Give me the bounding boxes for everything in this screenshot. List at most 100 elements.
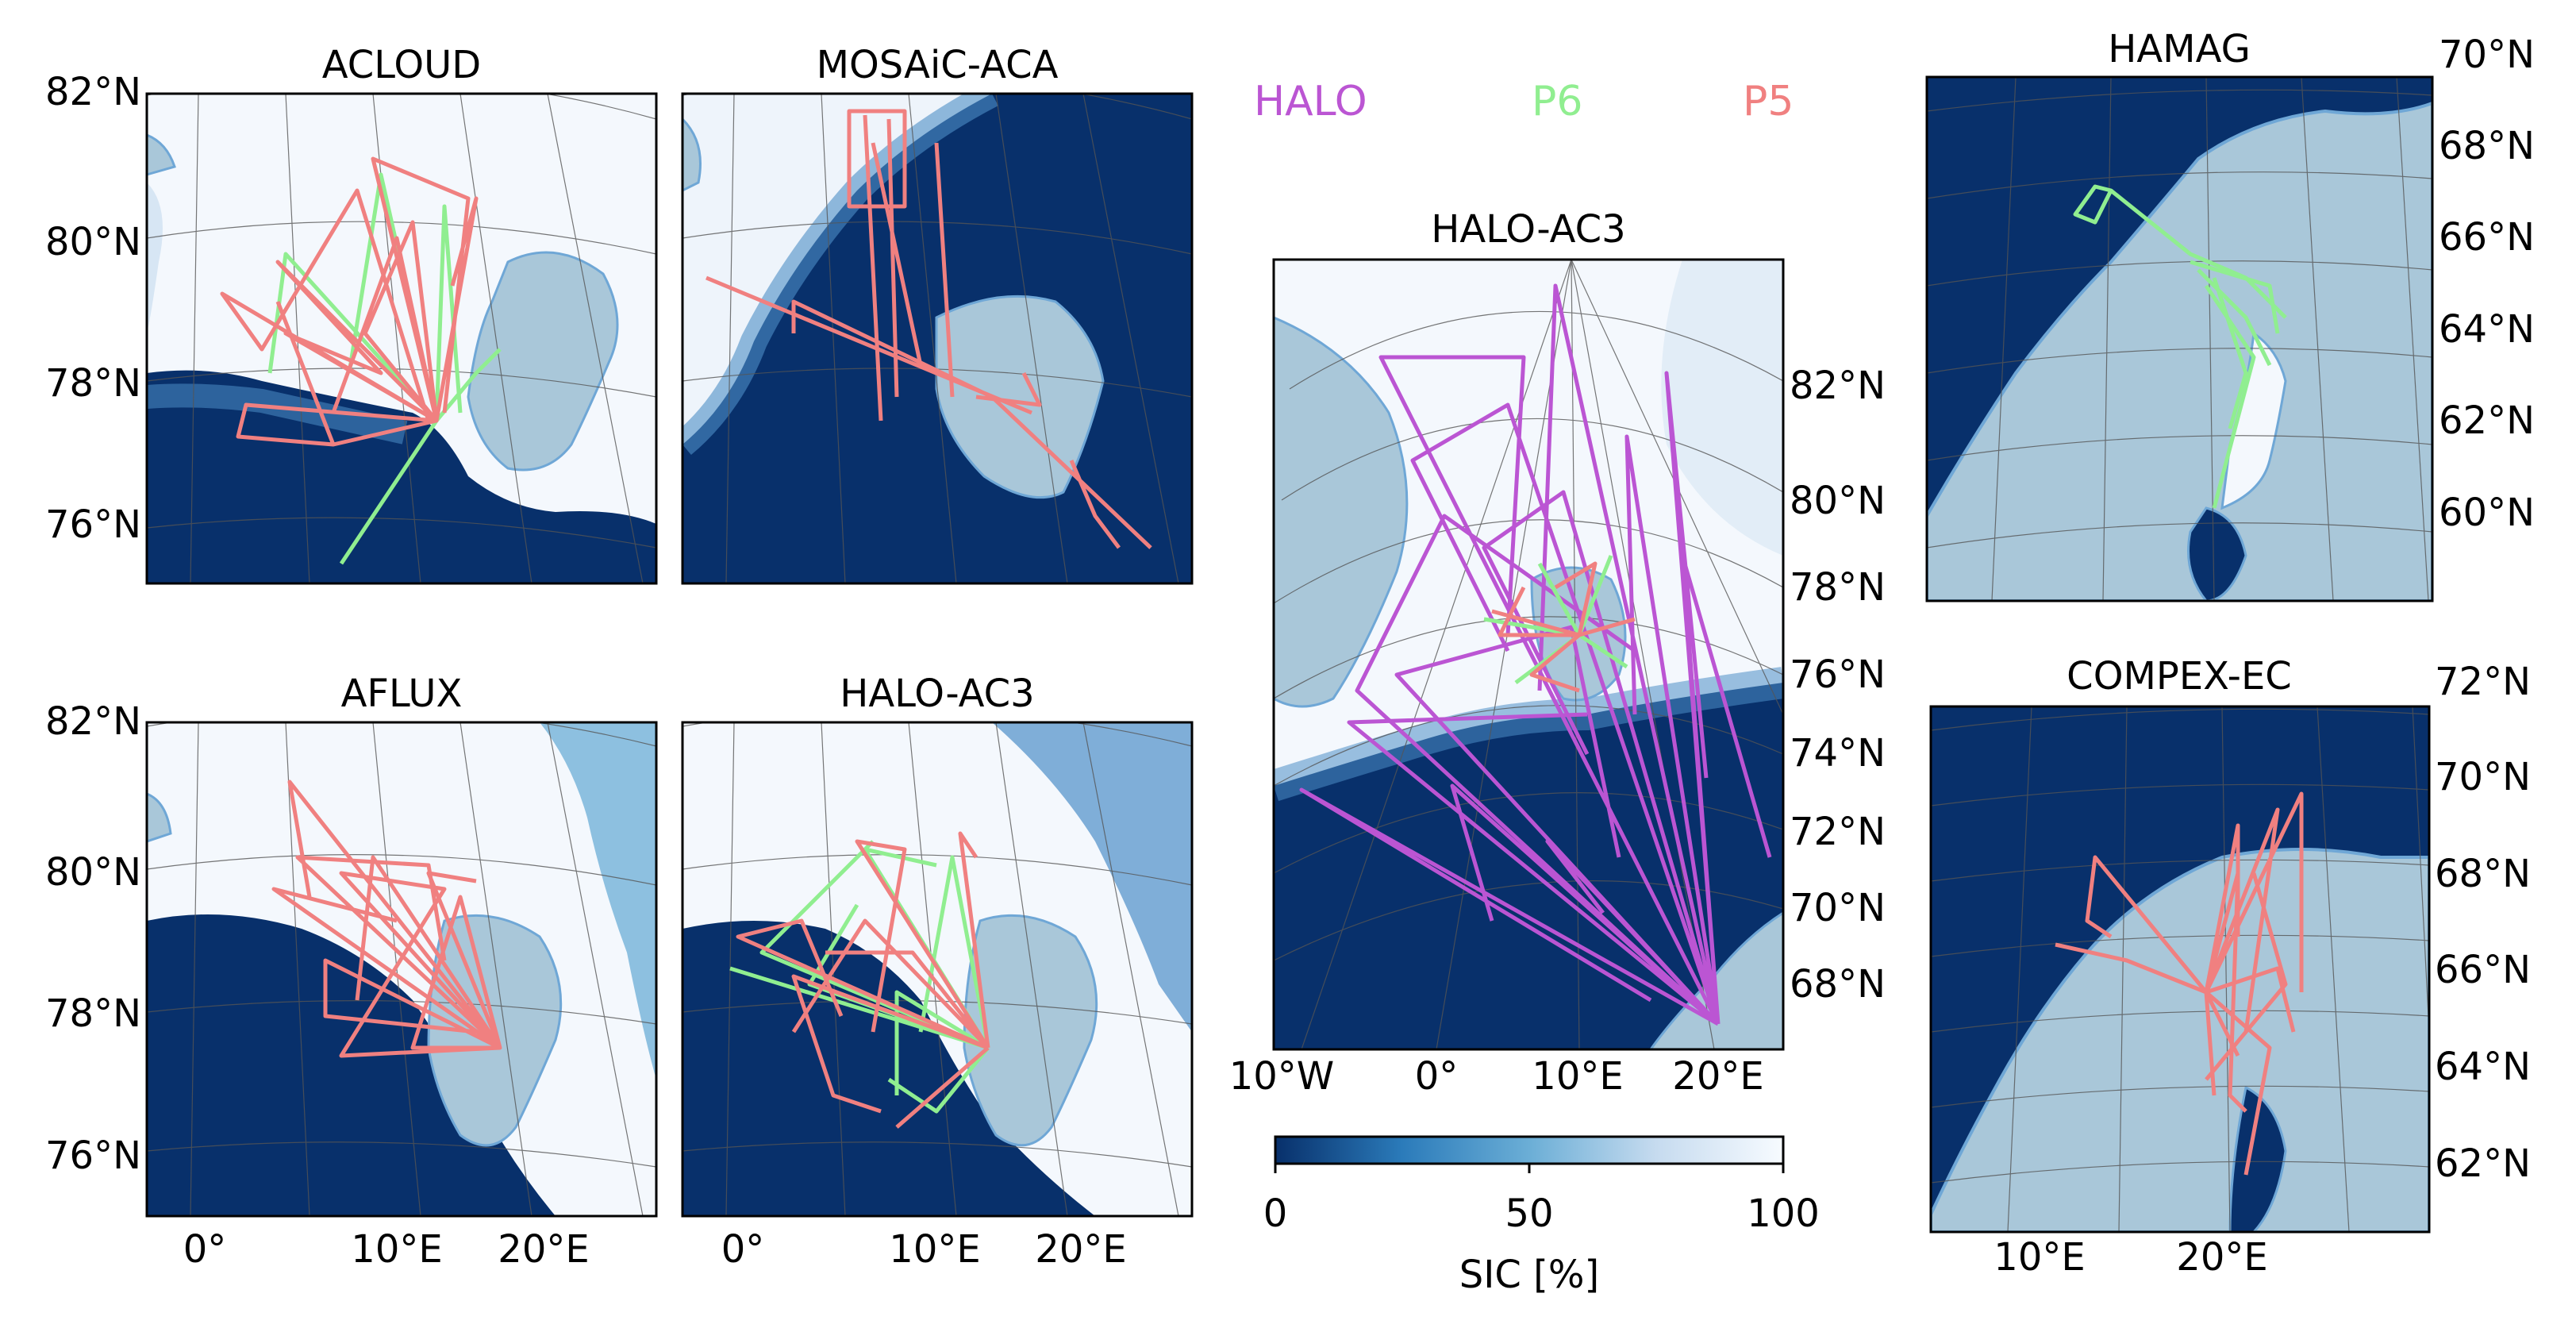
panel-compex-ec: COMPEX-EC 72°N 70°N 68°N 6 xyxy=(1929,654,2531,1280)
lat-tick: 76°N xyxy=(45,1134,141,1178)
lat-tick: 82°N xyxy=(1790,364,1886,408)
panel-hamag: HAMAG 70°N 68°N 66°N 64°N xyxy=(1925,27,2535,602)
lon-tick: 10°E xyxy=(1532,1054,1623,1099)
ice-patch xyxy=(1661,260,1783,556)
gulf-of-bothnia xyxy=(2228,1085,2287,1232)
flight-tracks xyxy=(729,831,990,1129)
panel-title: MOSAiC-ACA xyxy=(817,43,1059,87)
lon-tick: 0° xyxy=(183,1227,227,1272)
ice-edge xyxy=(147,383,408,445)
track-p5 xyxy=(736,831,990,1129)
panel-halo-ac3-large: HALO-AC3 xyxy=(1229,207,1886,1099)
track-p6 xyxy=(267,172,502,565)
axes-frame xyxy=(145,721,658,1218)
axes-frame xyxy=(1929,705,2431,1234)
axes-frame xyxy=(681,721,1194,1218)
graticule xyxy=(1274,260,1783,1049)
track-p5 xyxy=(1491,561,1636,693)
lat-tick: 78°N xyxy=(1790,565,1886,610)
lon-tick: 0° xyxy=(1415,1054,1459,1099)
greenland-coast xyxy=(147,792,172,843)
lat-tick: 76°N xyxy=(45,502,141,547)
lat-tick: 66°N xyxy=(2439,215,2535,260)
colorbar-tick-marks xyxy=(1274,1164,1785,1173)
graticule xyxy=(682,722,1192,1216)
lat-ticks: 72°N 70°N 68°N 66°N 64°N 62°N xyxy=(2435,660,2531,1186)
panel-title: HALO-AC3 xyxy=(840,672,1034,716)
svalbard xyxy=(467,251,619,472)
lat-ticks: 70°N 68°N 66°N 64°N 62°N 60°N xyxy=(2439,33,2535,535)
map-area xyxy=(682,722,1192,1216)
lat-tick: 80°N xyxy=(45,850,141,895)
track-p5 xyxy=(706,109,1152,549)
legend-p6: P6 xyxy=(1532,78,1582,125)
axes-frame xyxy=(1272,258,1785,1051)
lon-tick: 10°E xyxy=(351,1227,442,1272)
baltic-open-water xyxy=(2187,506,2247,601)
lat-tick: 62°N xyxy=(2435,1141,2531,1186)
lat-tick: 76°N xyxy=(1790,652,1886,697)
axes-frame xyxy=(1925,75,2434,602)
panel-acloud: ACLOUD 82°N 80°N 78°N 7 xyxy=(45,43,658,585)
colorbar-tick: 50 xyxy=(1505,1191,1553,1236)
lon-ticks: 10°E 20°E xyxy=(1994,1235,2267,1280)
map-area xyxy=(147,722,656,1216)
lat-ticks: 82°N 80°N 78°N 76°N 74°N 72°N 70°N 68°N xyxy=(1790,364,1886,1007)
colorbar-gradient xyxy=(1274,1135,1785,1165)
map-area xyxy=(147,94,656,583)
track-p6 xyxy=(1483,555,1628,684)
scandinavia xyxy=(1931,848,2429,1232)
lat-tick: 70°N xyxy=(2435,755,2531,799)
track-p5 xyxy=(220,156,479,447)
flight-tracks xyxy=(2073,184,2287,509)
axes-frame xyxy=(145,92,658,585)
axes-frame xyxy=(681,92,1194,585)
lat-tick: 60°N xyxy=(2439,491,2535,535)
lat-tick: 70°N xyxy=(1790,886,1886,930)
legend-halo: HALO xyxy=(1254,78,1367,125)
lon-tick: 20°E xyxy=(1672,1054,1763,1099)
lat-tick: 64°N xyxy=(2439,307,2535,352)
lon-ticks: 10°W 0° 10°E 20°E xyxy=(1229,1054,1764,1099)
greenland xyxy=(1274,316,1409,708)
panel-title: HALO-AC3 xyxy=(1431,207,1625,252)
lat-ticks: 82°N 80°N 78°N 76°N xyxy=(45,70,141,547)
map-area xyxy=(1274,260,1783,1049)
map-area xyxy=(682,94,1192,583)
lat-tick: 62°N xyxy=(2439,398,2535,443)
lon-tick: 20°E xyxy=(498,1227,589,1272)
track-p5 xyxy=(2055,791,2304,1176)
lon-tick: 10°E xyxy=(1994,1235,2085,1280)
open-ocean xyxy=(147,914,556,1216)
lat-tick: 82°N xyxy=(45,70,141,114)
colorbar-tick: 0 xyxy=(1263,1191,1288,1236)
sea-ice xyxy=(682,94,992,445)
ice-patch xyxy=(147,183,163,333)
track-halo xyxy=(1299,283,1772,1026)
colorbar-tick: 100 xyxy=(1747,1191,1820,1236)
lat-tick: 82°N xyxy=(45,699,141,744)
colorbar: 0 50 100 SIC [%] xyxy=(1263,1135,1820,1297)
flight-tracks xyxy=(220,156,502,565)
lat-tick: 80°N xyxy=(1790,479,1886,523)
ice-gradient xyxy=(540,722,656,1080)
lat-tick: 64°N xyxy=(2435,1045,2531,1089)
lat-tick: 70°N xyxy=(2439,33,2535,77)
map-area xyxy=(1927,77,2432,601)
graticule xyxy=(1927,77,2432,601)
svalbard xyxy=(935,294,1105,499)
flight-tracks xyxy=(271,779,502,1058)
colorbar-ticks: 0 50 100 xyxy=(1263,1191,1820,1236)
lon-tick: 20°E xyxy=(1035,1227,1126,1272)
lat-tick: 72°N xyxy=(1790,810,1886,854)
lon-tick: 10°E xyxy=(889,1227,980,1272)
panel-title: ACLOUD xyxy=(322,43,481,87)
lat-tick: 72°N xyxy=(2435,660,2531,704)
lat-ticks: 82°N 80°N 78°N 76°N xyxy=(45,699,141,1178)
lat-tick: 78°N xyxy=(45,991,141,1036)
graticule xyxy=(1931,706,2429,1232)
greenland-coast xyxy=(682,117,702,192)
track-p5 xyxy=(271,779,502,1058)
lat-tick: 80°N xyxy=(45,220,141,264)
